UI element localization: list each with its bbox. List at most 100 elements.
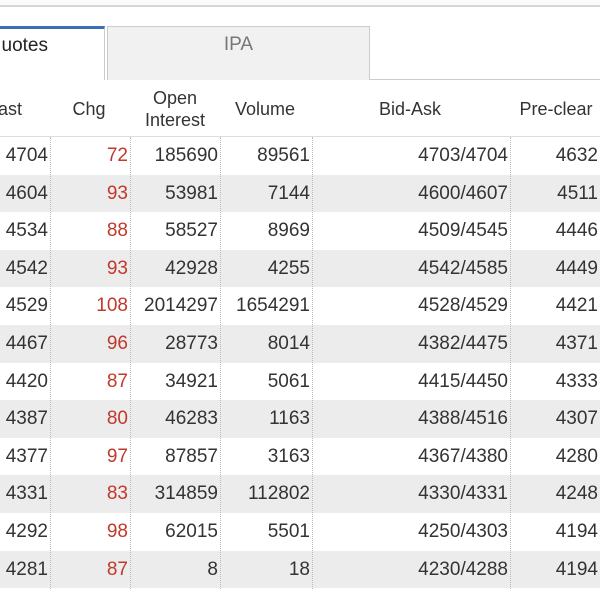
chg-cell: 108 (96, 295, 128, 317)
open-interest-cell: 314859 (154, 483, 218, 505)
column-header[interactable]: Chg (72, 99, 106, 119)
last-cell: 4604 (5, 182, 48, 204)
last-cell: 4420 (5, 370, 48, 392)
chg-cell: 88 (106, 220, 128, 242)
volume-cell: 5501 (267, 521, 310, 542)
column-separator (50, 137, 51, 589)
chg-cell: 97 (106, 445, 128, 467)
table-row[interactable]: 4529 108 2014297 1654291 4528/4529 4421 (0, 287, 600, 325)
volume-cell: 18 (288, 558, 310, 580)
chg-cell: 87 (106, 370, 128, 392)
table-row[interactable]: 4292 98 62015 5501 4250/4303 4194 (0, 513, 600, 551)
chg-cell: 87 (106, 558, 128, 580)
volume-cell: 89561 (257, 145, 310, 166)
table-row[interactable]: 4534 88 58527 8969 4509/4545 4446 (0, 212, 600, 250)
volume-cell: 8969 (267, 220, 310, 242)
pre-clear-cell: 4280 (555, 445, 598, 467)
bid-ask-cell: 4415/4450 (418, 370, 508, 392)
table-row[interactable]: 4704 72 185690 89561 4703/4704 4632 (0, 137, 600, 175)
chg-cell: 93 (106, 182, 128, 204)
volume-cell: 3163 (267, 445, 310, 467)
chg-cell: 80 (106, 408, 128, 430)
last-cell: 4387 (5, 408, 48, 430)
volume-cell: 1654291 (236, 295, 310, 317)
table-row[interactable]: 4331 83 314859 112802 4330/4331 4248 (0, 475, 600, 513)
chg-cell: 96 (106, 333, 128, 354)
quotes-tab[interactable]: uotes (0, 26, 105, 80)
volume-cell: 1163 (269, 408, 310, 430)
bid-ask-cell: 4250/4303 (418, 521, 508, 542)
volume-cell: 112802 (248, 483, 310, 505)
open-interest-cell: 87857 (165, 445, 218, 467)
column-header[interactable]: Bid-Ask (378, 99, 441, 119)
open-interest-cell: 185690 (154, 145, 218, 166)
pre-clear-cell: 4446 (555, 220, 598, 242)
last-cell: 4281 (5, 558, 48, 580)
last-cell: 4542 (5, 257, 48, 279)
last-cell: 4377 (5, 445, 48, 467)
pre-clear-cell: 4511 (557, 182, 598, 204)
column-header[interactable]: Open Interest (144, 88, 206, 130)
volume-cell: 4255 (267, 257, 310, 279)
chg-cell: 98 (106, 521, 128, 542)
column-header[interactable]: ast (0, 99, 22, 119)
column-separator (220, 137, 221, 589)
bid-ask-cell: 4703/4704 (418, 145, 508, 166)
open-interest-cell: 8 (207, 558, 218, 580)
bid-ask-cell: 4509/4545 (418, 220, 508, 242)
pre-clear-cell: 4632 (555, 145, 598, 166)
table-row[interactable]: 4281 87 8 18 4230/4288 4194 (0, 550, 600, 589)
pre-clear-cell: 4371 (555, 333, 598, 354)
table-row[interactable]: 4377 97 87857 3163 4367/4380 4280 (0, 438, 600, 476)
bid-ask-cell: 4528/4529 (418, 295, 508, 317)
open-interest-cell: 28773 (165, 333, 218, 354)
volume-cell: 8014 (267, 333, 310, 354)
pre-clear-cell: 4194 (555, 558, 598, 580)
open-interest-cell: 34921 (165, 370, 218, 392)
open-interest-cell: 42928 (165, 257, 218, 279)
chg-cell: 83 (106, 483, 128, 505)
bid-ask-cell: 4600/4607 (418, 182, 508, 204)
top-bar (0, 0, 600, 7)
chg-cell: 72 (106, 145, 128, 166)
last-cell: 4529 (5, 295, 48, 317)
open-interest-cell: 46283 (165, 408, 218, 430)
bid-ask-cell: 4542/4585 (418, 257, 508, 279)
table-row[interactable]: 4420 87 34921 5061 4415/4450 4333 (0, 363, 600, 401)
column-separator (312, 137, 313, 589)
last-cell: 4534 (5, 220, 48, 242)
column-separator (130, 137, 131, 589)
pre-clear-cell: 4307 (555, 408, 598, 430)
pre-clear-cell: 4421 (555, 295, 598, 317)
pre-clear-cell: 4194 (555, 521, 598, 542)
table-row[interactable]: 4542 93 42928 4255 4542/4585 4449 (0, 249, 600, 288)
last-cell: 4704 (5, 145, 48, 166)
table-row[interactable]: 4387 80 46283 1163 4388/4516 4307 (0, 400, 600, 438)
volume-cell: 5061 (267, 370, 310, 392)
pre-clear-cell: 4449 (555, 257, 598, 279)
column-header[interactable]: Pre-clear (519, 99, 593, 119)
bid-ask-cell: 4382/4475 (418, 333, 508, 354)
open-interest-cell: 53981 (165, 182, 218, 204)
table-row[interactable]: 4467 96 28773 8014 4382/4475 4371 (0, 325, 600, 363)
bid-ask-cell: 4230/4288 (418, 558, 508, 580)
open-interest-cell: 58527 (165, 220, 218, 242)
header-divider (0, 136, 600, 137)
pre-clear-cell: 4248 (555, 483, 598, 505)
open-interest-cell: 2014297 (144, 295, 218, 317)
ipa-tab[interactable]: IPA (107, 26, 370, 80)
bid-ask-cell: 4367/4380 (418, 445, 508, 467)
open-interest-cell: 62015 (165, 521, 218, 542)
bid-ask-cell: 4330/4331 (418, 483, 508, 505)
last-cell: 4292 (5, 521, 48, 542)
tab-border (370, 79, 600, 80)
chg-cell: 93 (106, 257, 128, 279)
column-separator (510, 137, 511, 589)
column-header[interactable]: Volume (234, 99, 296, 119)
pre-clear-cell: 4333 (555, 370, 598, 392)
volume-cell: 7144 (267, 182, 310, 204)
last-cell: 4331 (5, 483, 48, 505)
table-row[interactable]: 4604 93 53981 7144 4600/4607 4511 (0, 174, 600, 213)
bid-ask-cell: 4388/4516 (418, 408, 508, 430)
